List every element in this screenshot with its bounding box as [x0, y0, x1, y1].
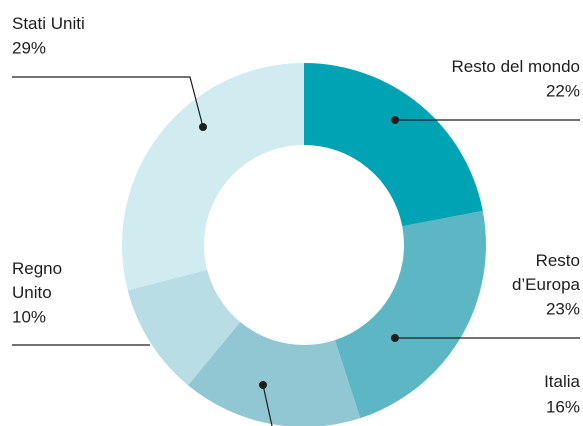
leader-dot — [199, 123, 207, 131]
value-label: 29% — [12, 38, 46, 57]
donut-slice — [121, 63, 304, 291]
donut-slice — [304, 63, 483, 227]
leader-dot — [259, 381, 267, 389]
donut-slice — [187, 322, 361, 426]
slice-label: Resto del mondo — [451, 57, 580, 76]
value-label: 10% — [12, 307, 46, 326]
value-label: 22% — [546, 81, 580, 100]
leader-line — [12, 76, 204, 128]
leader-dot — [391, 334, 399, 342]
value-label: 23% — [546, 299, 580, 318]
donut-slice — [127, 269, 241, 386]
slice-label: Stati Uniti — [12, 14, 85, 33]
leader-dot — [391, 116, 399, 124]
slice-label: Italia — [544, 372, 580, 391]
slice-label: Regno Unito — [12, 259, 62, 302]
donut-slice — [334, 210, 487, 419]
leader-line — [262, 384, 273, 426]
value-label: 16% — [546, 397, 580, 416]
slice-label: Resto d’Europa — [512, 251, 581, 294]
